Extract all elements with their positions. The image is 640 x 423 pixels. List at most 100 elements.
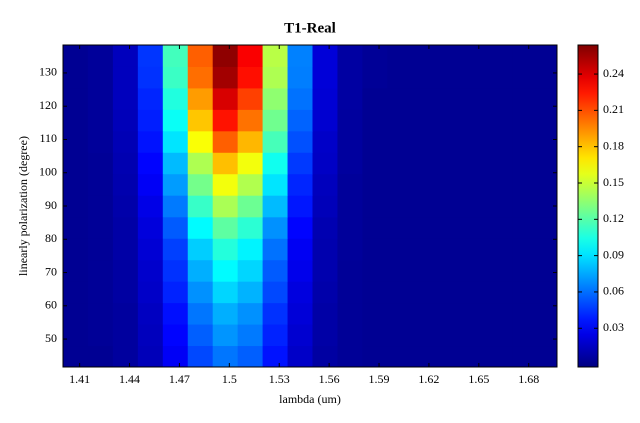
heatmap-cell [187, 87, 214, 110]
colorbar-tick-label: 0.06 [603, 284, 624, 298]
heatmap-cell [112, 345, 139, 367]
heatmap-cell [112, 66, 139, 89]
heatmap-cell [387, 302, 413, 325]
x-tick-label: 1.59 [369, 372, 390, 386]
heatmap-cell [162, 66, 189, 89]
heatmap-cell [337, 66, 363, 89]
heatmap-cell [437, 345, 463, 367]
heatmap-cell [137, 173, 164, 196]
heatmap-cell [512, 87, 538, 110]
heatmap-cell [237, 238, 264, 261]
heatmap-cell [362, 238, 388, 261]
heatmap-cell [337, 87, 363, 110]
heatmap-cell [262, 109, 289, 132]
heatmap-cell [462, 152, 488, 175]
heatmap-cell [63, 281, 89, 304]
heatmap-cell [362, 281, 388, 304]
x-tick-label: 1.56 [319, 372, 340, 386]
heatmap-cell [512, 173, 538, 196]
heatmap-cell [137, 109, 164, 132]
heatmap-cell [462, 173, 488, 196]
heatmap-cell [512, 195, 538, 218]
heatmap-cell [262, 66, 289, 89]
heatmap-cell [412, 87, 438, 110]
heatmap-cell [87, 302, 114, 325]
heatmap-cell [187, 109, 214, 132]
heatmap-cell [162, 152, 189, 175]
heatmap-cell [537, 109, 557, 132]
heatmap-cell [337, 173, 363, 196]
heatmap-cell [537, 66, 557, 89]
heatmap-cell [137, 281, 164, 304]
heatmap-cell [262, 238, 289, 261]
heatmap-cell [112, 45, 139, 67]
heatmap-cell [237, 152, 264, 175]
heatmap-cell [412, 302, 438, 325]
heatmap-cell [437, 302, 463, 325]
heatmap-cell [387, 87, 413, 110]
heatmap-cell [337, 324, 363, 347]
heatmap-cell [237, 66, 264, 89]
heatmap-cell [187, 216, 214, 239]
heatmap-cell [87, 173, 114, 196]
heatmap-cell [162, 130, 189, 153]
heatmap-cell [312, 238, 338, 261]
y-tick-label: 80 [45, 231, 57, 245]
heatmap-cell [387, 130, 413, 153]
y-tick-label: 70 [45, 264, 57, 278]
heatmap-cell [63, 87, 89, 110]
heatmap-cell [262, 152, 289, 175]
heatmap-cell [137, 45, 164, 67]
heatmap-cell [237, 109, 264, 132]
heatmap-cell [137, 238, 164, 261]
heatmap-cell [137, 259, 164, 282]
heatmap-cell [537, 302, 557, 325]
heatmap-cell [387, 345, 413, 367]
heatmap-cell [412, 152, 438, 175]
x-tick-label: 1.68 [518, 372, 539, 386]
heatmap-cell [462, 259, 488, 282]
x-tick-label: 1.53 [269, 372, 290, 386]
heatmap-cell [237, 324, 264, 347]
heatmap-cell [63, 152, 89, 175]
heatmap-cell [87, 238, 114, 261]
heatmap-cell [287, 152, 313, 175]
heatmap-cell [387, 216, 413, 239]
heatmap-cell [537, 324, 557, 347]
heatmap-cell [162, 109, 189, 132]
heatmap-cell [162, 87, 189, 110]
heatmap-cell [87, 216, 114, 239]
heatmap-cell [187, 345, 214, 367]
heatmap-cell [112, 130, 139, 153]
heatmap-cell [487, 173, 513, 196]
heatmap-cell [87, 130, 114, 153]
heatmap-cell [162, 173, 189, 196]
heatmap-cell [162, 195, 189, 218]
heatmap-cell [387, 259, 413, 282]
heatmap-cell [287, 130, 313, 153]
heatmap-cell [312, 87, 338, 110]
heatmap-cell [437, 173, 463, 196]
heatmap-cell [137, 130, 164, 153]
heatmap-cell [262, 216, 289, 239]
heatmap-cell [337, 345, 363, 367]
x-tick-label: 1.47 [169, 372, 190, 386]
heatmap-cell [237, 87, 264, 110]
heatmap-cell [312, 66, 338, 89]
heatmap-cell [262, 281, 289, 304]
heatmap-cell [287, 173, 313, 196]
heatmap-cell [512, 130, 538, 153]
heatmap-cell [537, 130, 557, 153]
heatmap-cell [537, 195, 557, 218]
heatmap-cell [537, 259, 557, 282]
heatmap-cell [112, 238, 139, 261]
heatmap-cell [487, 152, 513, 175]
y-axis-label: linearly polarization (degree) [16, 136, 30, 276]
heatmap-cell [212, 130, 239, 153]
heatmap-cell [262, 345, 289, 367]
heatmap-cell [537, 238, 557, 261]
heatmap-cell [537, 345, 557, 367]
heatmap-cell [63, 130, 89, 153]
heatmap-cell [187, 152, 214, 175]
heatmap-cell [287, 259, 313, 282]
